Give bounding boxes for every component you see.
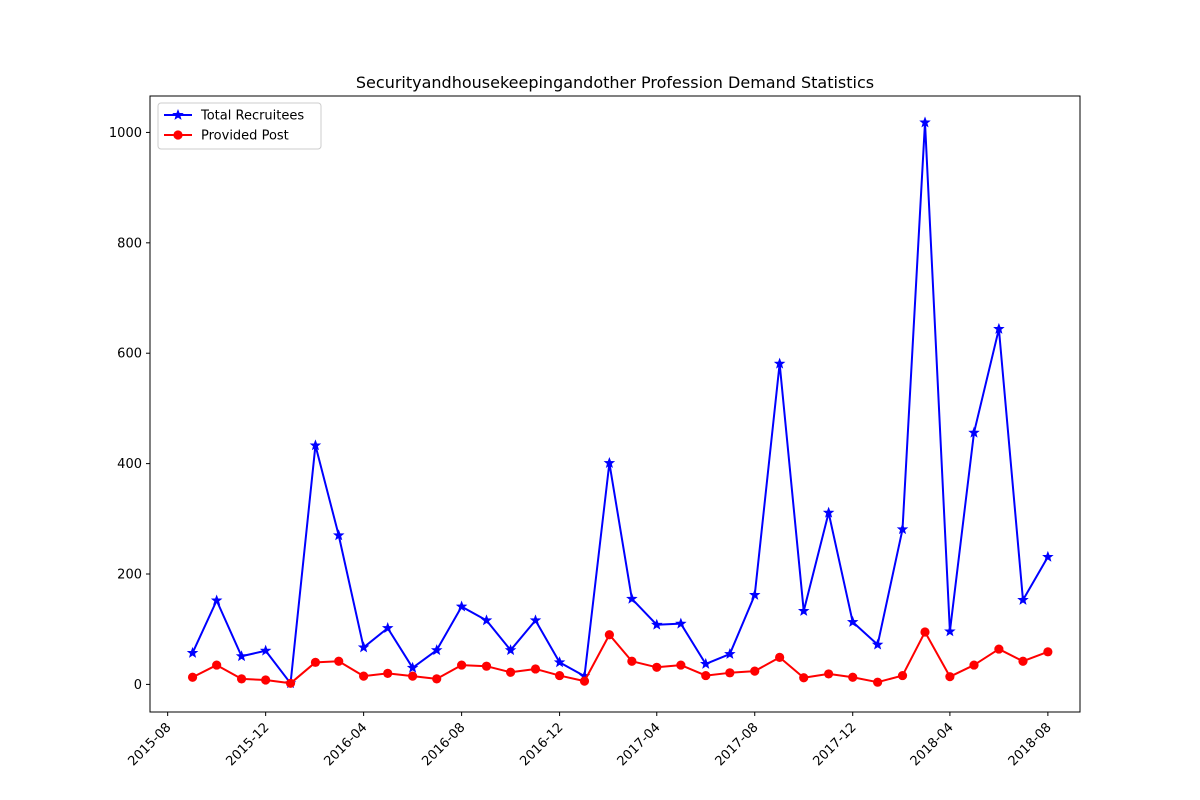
data-point: [309, 439, 322, 451]
data-point: [750, 666, 760, 676]
legend-entry: Provided Post: [164, 129, 289, 144]
data-point: [554, 670, 565, 681]
data-point: [897, 670, 908, 681]
data-point: [406, 661, 419, 673]
data-point: [1042, 550, 1054, 562]
data-point: [1017, 593, 1029, 605]
legend-box: [157, 102, 322, 150]
data-point: [873, 677, 883, 687]
data-point: [310, 657, 321, 667]
data-point: [210, 594, 223, 606]
y-tick-label: 1000: [109, 126, 142, 141]
y-tick-label: 800: [117, 236, 142, 251]
data-point: [944, 625, 956, 637]
legend-marker: [173, 130, 183, 140]
legend-label: Total Recruitees: [200, 109, 304, 124]
data-point: [994, 644, 1004, 654]
y-tick-label: 400: [117, 457, 142, 472]
series-provided-post: [187, 627, 1053, 688]
data-point: [920, 627, 930, 637]
legend-marker: [172, 108, 184, 120]
data-point: [799, 673, 809, 683]
data-point: [186, 646, 199, 658]
data-point: [773, 357, 786, 369]
plot-frame: [149, 95, 1081, 713]
data-point: [1018, 656, 1028, 666]
data-point: [919, 116, 931, 128]
data-point: [945, 672, 955, 682]
data-point: [408, 671, 418, 681]
data-point: [553, 656, 566, 668]
data-point: [383, 668, 393, 678]
data-point: [700, 657, 712, 669]
data-point: [651, 618, 663, 630]
data-point: [261, 675, 271, 685]
data-point: [357, 641, 370, 653]
data-point: [676, 660, 686, 670]
data-point: [675, 617, 687, 629]
data-point: [259, 644, 272, 656]
series-line: [191, 121, 1049, 685]
plot-marks: [186, 116, 1054, 689]
data-point: [381, 622, 394, 633]
data-point: [212, 660, 222, 670]
data-point: [846, 615, 859, 627]
data-point: [285, 678, 296, 688]
data-point: [626, 592, 638, 604]
data-point: [457, 660, 467, 670]
data-point: [775, 652, 785, 662]
data-point: [530, 664, 541, 674]
data-point: [480, 614, 493, 626]
legend: Total Recruitees Provided Post: [157, 102, 322, 150]
legend-label: Provided Post: [201, 129, 289, 144]
data-point: [504, 644, 517, 656]
data-point: [432, 674, 442, 684]
data-point: [236, 674, 247, 684]
data-point: [652, 662, 662, 672]
data-point: [359, 671, 369, 681]
data-point: [969, 660, 979, 670]
data-point: [455, 600, 468, 612]
data-point: [529, 614, 542, 626]
chart-title: Securityandhousekeepingandother Professi…: [356, 73, 874, 92]
data-point: [824, 669, 834, 679]
data-point: [725, 668, 735, 678]
data-point: [505, 667, 516, 677]
data-point: [579, 676, 590, 686]
data-point: [235, 650, 248, 662]
y-tick-label: 200: [117, 568, 142, 583]
data-point: [822, 506, 835, 518]
data-point: [1043, 647, 1053, 657]
y-tick-label: 600: [117, 347, 142, 362]
data-point: [968, 426, 980, 438]
series-total-recruitees: [186, 116, 1054, 689]
data-point: [627, 656, 637, 666]
data-point: [430, 644, 443, 656]
data-point: [187, 672, 198, 682]
y-tick-label: 0: [134, 678, 142, 693]
data-point: [797, 604, 810, 616]
data-point: [332, 529, 345, 541]
data-point: [701, 670, 711, 681]
data-point: [871, 638, 884, 650]
data-point: [848, 672, 858, 682]
legend-entry: Total Recruitees: [164, 109, 304, 124]
data-point: [993, 322, 1005, 334]
data-point: [603, 457, 616, 468]
data-point: [604, 630, 614, 640]
data-point: [748, 588, 761, 600]
data-point: [724, 647, 736, 659]
data-point: [896, 523, 909, 535]
data-point: [481, 661, 492, 671]
data-point: [334, 656, 344, 666]
